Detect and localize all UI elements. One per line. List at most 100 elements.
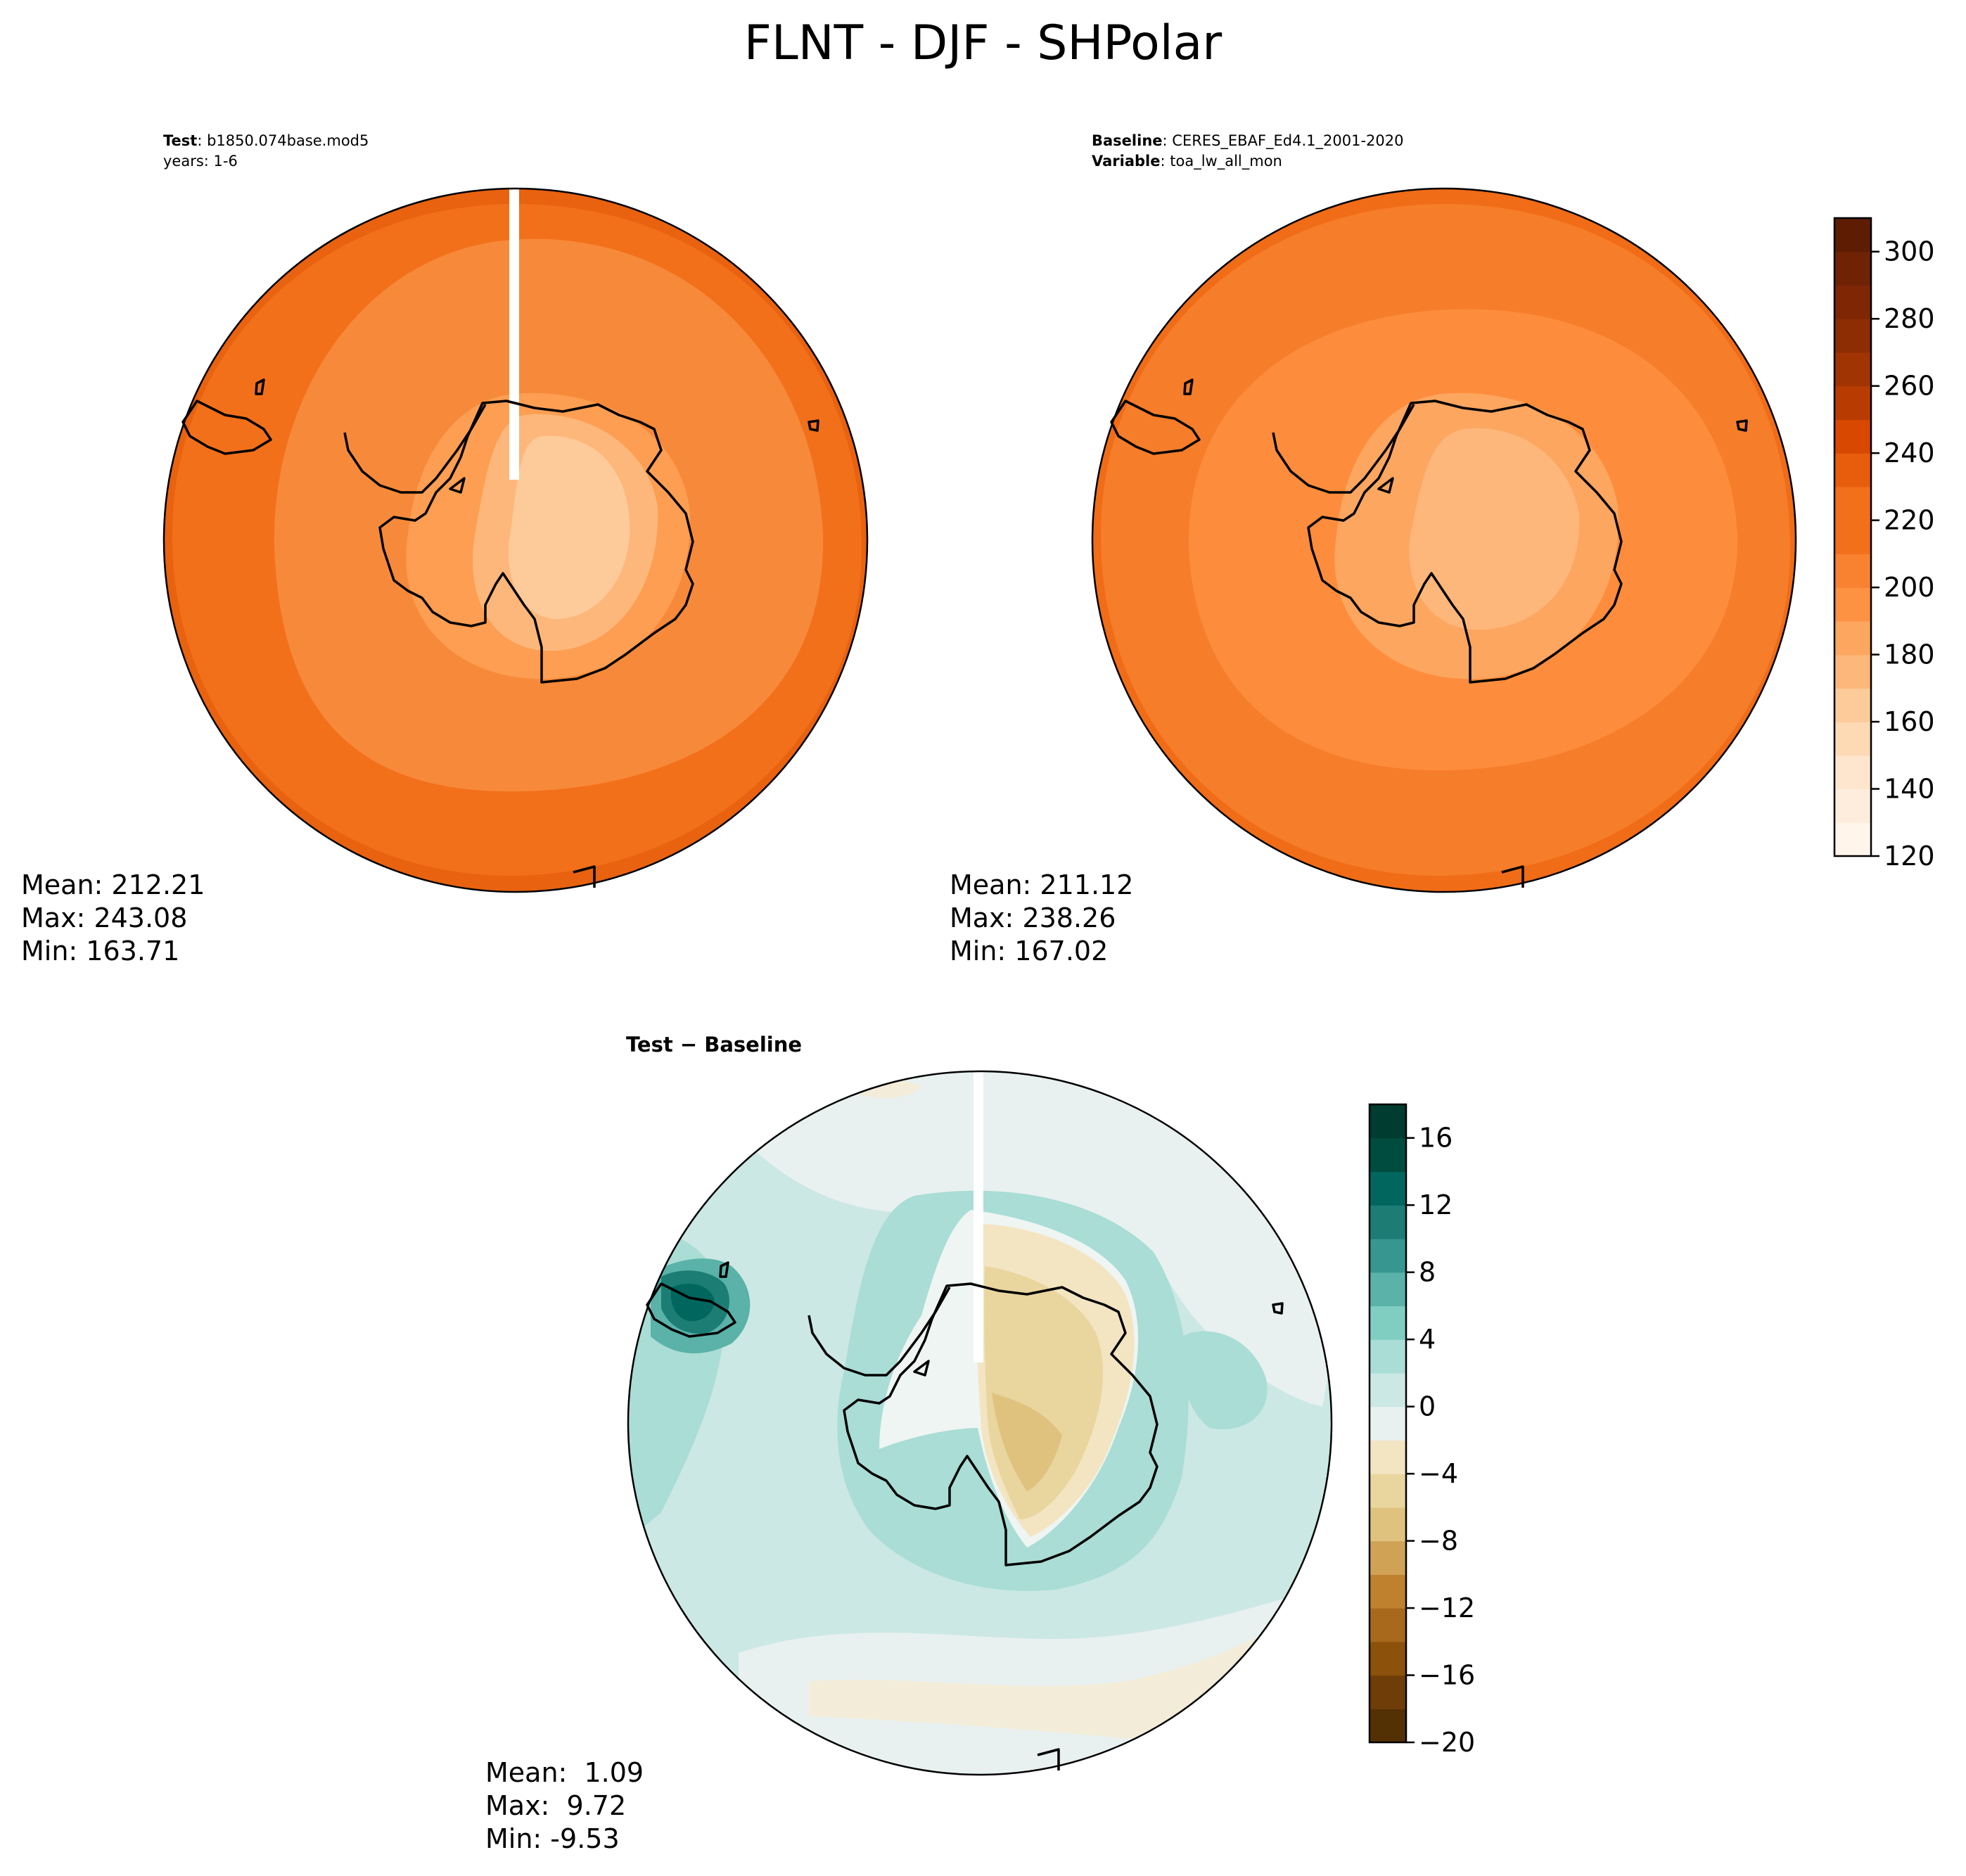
baseline-colorbar-tick-label: 160 <box>1884 706 1935 737</box>
baseline-colorbar-swatch <box>1834 688 1871 722</box>
diff-colorbar-swatch <box>1370 1641 1406 1676</box>
diff-colorbar-tick-label: 8 <box>1419 1257 1436 1288</box>
test-header: Test: b1850.074base.mod5 years: 1-6 <box>163 131 369 172</box>
diff-colorbar-tick-label: 4 <box>1419 1324 1436 1355</box>
diff-colorbar-swatch <box>1370 1574 1406 1609</box>
baseline-colorbar-tick-label: 300 <box>1884 236 1935 267</box>
test-header-label: Test <box>163 132 198 149</box>
test-stats: Mean: 212.21 Max: 243.08 Min: 163.71 <box>21 869 205 968</box>
baseline-colorbar-swatch <box>1834 419 1871 454</box>
diff-colorbar-swatch <box>1370 1272 1406 1307</box>
baseline-colorbar-swatch <box>1834 620 1871 656</box>
baseline-colorbar-swatch <box>1834 722 1871 756</box>
baseline-colorbar-swatch <box>1834 654 1871 689</box>
baseline-colorbar-swatch <box>1834 352 1871 387</box>
baseline-stats: Mean: 211.12 Max: 238.26 Min: 167.02 <box>950 869 1133 968</box>
diff-colorbar-swatch <box>1370 1406 1406 1441</box>
diff-colorbar-tick-label: −12 <box>1419 1593 1475 1623</box>
baseline-header: Baseline: CERES_EBAF_Ed4.1_2001-2020 Vari… <box>1092 131 1403 172</box>
baseline-header-sep: : <box>1162 132 1173 149</box>
diff-zone-tan-3 <box>992 1393 1062 1491</box>
diff-colorbar-swatch <box>1370 1306 1406 1340</box>
baseline-map-border <box>1091 187 1797 893</box>
diff-colorbar: −20 −16 −12 −8 −4 0 4 8 12 16 <box>1368 1103 1475 1758</box>
baseline-header-label: Baseline <box>1092 132 1163 149</box>
diff-coastline <box>646 1261 1284 1770</box>
diff-stats: Mean: 1.09 Max: 9.72 Min: -9.53 <box>485 1756 644 1856</box>
baseline-colorbar-swatch <box>1834 520 1871 554</box>
test-header-sep: : <box>197 132 208 149</box>
test-map-border <box>162 187 869 893</box>
test-header-value: b1850.074base.mod5 <box>207 132 369 149</box>
diff-title: Test − Baseline <box>626 1033 803 1057</box>
baseline-min: Min: 167.02 <box>950 936 1109 966</box>
diff-colorbar-swatch <box>1370 1137 1406 1173</box>
diff-colorbar-swatch <box>1370 1238 1406 1273</box>
diff-colorbar-swatch <box>1370 1540 1406 1575</box>
test-seam-gap <box>509 189 519 480</box>
baseline-colorbar-swatch <box>1834 587 1871 622</box>
baseline-colorbar: 120 140 160 180 200 220 240 260 280 300 <box>1833 217 1935 872</box>
diff-colorbar-swatch <box>1370 1104 1406 1139</box>
variable-header-value: toa_lw_all_mon <box>1170 153 1282 170</box>
diff-colorbar-tick-label: 16 <box>1419 1123 1453 1154</box>
diff-colorbar-swatch <box>1370 1205 1406 1239</box>
baseline-header-value: CERES_EBAF_Ed4.1_2001-2020 <box>1172 132 1404 149</box>
baseline-colorbar-swatch <box>1834 319 1871 353</box>
baseline-colorbar-swatch <box>1834 554 1871 588</box>
diff-colorbar-tick-label: 0 <box>1419 1391 1436 1422</box>
baseline-colorbar-swatch <box>1834 755 1871 790</box>
test-min: Min: 163.71 <box>21 936 180 966</box>
baseline-colorbar-swatch <box>1834 453 1871 487</box>
diff-colorbar-swatch <box>1370 1440 1406 1474</box>
diff-colorbar-frame <box>1368 1103 1408 1744</box>
baseline-colorbar-swatch <box>1834 385 1871 421</box>
diff-map-border <box>627 1070 1333 1776</box>
diff-colorbar-swatch <box>1370 1474 1406 1508</box>
diff-colorbar-swatch <box>1370 1171 1406 1206</box>
diff-zone-light-top <box>703 1071 1332 1407</box>
diff-colorbar-swatch <box>1370 1372 1406 1408</box>
diff-colorbar-swatch <box>1370 1709 1406 1743</box>
baseline-max: Max: 238.26 <box>950 902 1116 933</box>
baseline-mean: Mean: 211.12 <box>950 869 1134 900</box>
variable-header-sep: : <box>1160 153 1170 170</box>
diff-colorbar-tick-label: −16 <box>1419 1660 1475 1691</box>
baseline-colorbar-swatch <box>1834 822 1871 857</box>
test-map <box>164 189 867 892</box>
diff-colorbar-tick-label: −20 <box>1419 1727 1475 1758</box>
baseline-colorbar-swatch <box>1834 486 1871 521</box>
test-ring-6 <box>508 435 630 619</box>
baseline-colorbar-tick-label: 220 <box>1884 505 1935 536</box>
baseline-colorbar-tick-label: 140 <box>1884 774 1935 805</box>
baseline-colorbar-tick-label: 240 <box>1884 438 1935 468</box>
baseline-colorbar-swatch <box>1834 218 1871 253</box>
figure-title: FLNT - DJF - SHPolar <box>743 15 1223 71</box>
baseline-colorbar-tick-label: 280 <box>1884 303 1935 334</box>
baseline-colorbar-swatch <box>1834 251 1871 286</box>
baseline-colorbar-tick-label: 120 <box>1884 841 1935 872</box>
baseline-colorbar-swatch <box>1834 285 1871 319</box>
test-max: Max: 243.08 <box>21 902 188 933</box>
diff-colorbar-swatch <box>1370 1675 1406 1709</box>
test-mean: Mean: 212.21 <box>21 869 205 900</box>
test-coastline <box>181 378 819 888</box>
diff-seam-gap <box>974 1071 983 1363</box>
baseline-map <box>1092 189 1796 892</box>
baseline-colorbar-tick-label: 180 <box>1884 639 1935 670</box>
diff-colorbar-swatch <box>1370 1339 1406 1374</box>
diff-mean: Mean: 1.09 <box>485 1757 644 1788</box>
diff-colorbar-swatch <box>1370 1608 1406 1642</box>
diff-colorbar-tick-label: −8 <box>1419 1526 1458 1557</box>
diff-colorbar-swatch <box>1370 1507 1406 1542</box>
test-header-years: years: 1-6 <box>163 153 238 170</box>
diff-max: Max: 9.72 <box>485 1790 627 1821</box>
diff-colorbar-tick-label: 12 <box>1419 1189 1453 1220</box>
baseline-ring-5 <box>1409 428 1580 630</box>
baseline-colorbar-swatch <box>1834 789 1871 823</box>
baseline-colorbar-tick-label: 200 <box>1884 572 1935 603</box>
variable-header-label: Variable <box>1092 153 1161 170</box>
baseline-colorbar-frame <box>1833 217 1872 857</box>
diff-zone-teal-right <box>1180 1331 1268 1429</box>
